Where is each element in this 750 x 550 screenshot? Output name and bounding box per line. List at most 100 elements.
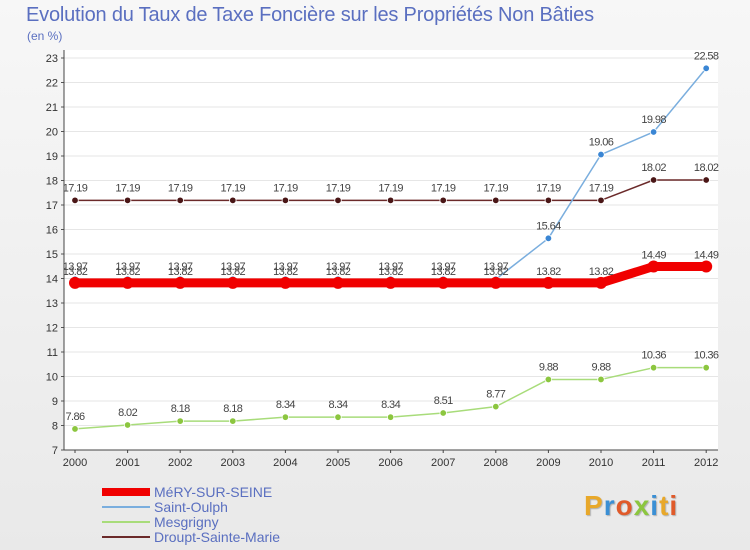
- y-tick-label: 20: [46, 127, 58, 139]
- x-tick-label: 2009: [536, 457, 560, 469]
- data-label: 18.02: [641, 162, 666, 174]
- y-tick-label: 19: [46, 151, 58, 163]
- y-tick-label: 21: [46, 102, 58, 114]
- data-point: [649, 363, 658, 372]
- data-point: [226, 276, 239, 289]
- data-label: 17.19: [326, 182, 351, 194]
- data-label: 8.18: [223, 403, 242, 415]
- data-label: 17.19: [431, 182, 456, 194]
- data-point: [176, 196, 184, 205]
- data-label: 7.86: [65, 411, 84, 423]
- data-label: 13.82: [536, 266, 561, 278]
- proxiti-logo: Proxiti: [584, 490, 679, 521]
- data-point: [544, 196, 553, 205]
- data-point: [121, 276, 134, 289]
- data-point: [174, 276, 187, 289]
- data-label: 13.82: [168, 266, 193, 278]
- data-point: [437, 276, 450, 289]
- y-tick-label: 22: [46, 78, 58, 90]
- data-label: 13.97: [378, 261, 403, 273]
- data-point: [334, 413, 342, 421]
- data-point: [544, 234, 553, 243]
- data-point: [492, 196, 500, 205]
- legend-label: Saint-Oulph: [154, 499, 228, 515]
- data-point: [123, 196, 132, 205]
- legend-label: Droupt-Sainte-Marie: [154, 529, 280, 545]
- data-point: [384, 276, 397, 289]
- data-label: 13.82: [378, 266, 403, 278]
- data-point: [71, 196, 79, 205]
- data-label: 13.97: [326, 261, 351, 273]
- data-point: [489, 276, 502, 289]
- data-label: 17.19: [536, 182, 561, 194]
- data-label: 13.97: [115, 261, 140, 273]
- data-point: [439, 409, 447, 417]
- data-label: 17.19: [484, 182, 509, 194]
- data-label: 17.19: [589, 182, 614, 194]
- data-point: [281, 413, 290, 421]
- y-tick-label: 9: [52, 396, 58, 408]
- data-label: 15.64: [536, 220, 561, 232]
- y-tick-label: 16: [46, 225, 58, 237]
- data-label: 18.02: [694, 162, 719, 174]
- y-tick-label: 23: [46, 53, 58, 65]
- data-point: [279, 276, 292, 289]
- data-label: 17.19: [273, 182, 298, 194]
- y-tick-label: 18: [46, 176, 58, 188]
- x-tick-label: 2011: [642, 457, 666, 469]
- data-label: 17.19: [378, 182, 403, 194]
- data-label: 10.36: [694, 350, 719, 362]
- data-label: 9.88: [591, 361, 610, 373]
- data-point: [229, 196, 237, 205]
- x-tick-label: 2000: [63, 457, 87, 469]
- data-point: [123, 421, 132, 429]
- data-point: [71, 425, 79, 433]
- data-point: [386, 196, 395, 205]
- data-label: 8.34: [276, 399, 295, 411]
- legend-label: Mesgrigny: [154, 514, 219, 530]
- data-label: 9.88: [539, 361, 558, 373]
- x-tick-label: 2007: [431, 457, 455, 469]
- data-label: 13.82: [589, 266, 614, 278]
- data-label: 13.97: [63, 261, 88, 273]
- data-point: [597, 150, 605, 159]
- data-point: [702, 64, 710, 72]
- data-point: [702, 176, 710, 184]
- data-label: 13.82: [326, 266, 351, 278]
- y-tick-label: 14: [46, 274, 58, 286]
- data-label: 8.34: [381, 399, 400, 411]
- data-label: 14.49: [641, 249, 666, 261]
- data-point: [647, 260, 660, 273]
- data-label: 13.82: [221, 266, 246, 278]
- data-label: 19.98: [641, 114, 666, 126]
- chart-title: Evolution du Taux de Taxe Foncière sur l…: [26, 4, 594, 26]
- data-label: 22.58: [694, 50, 719, 62]
- x-tick-label: 2008: [484, 457, 508, 469]
- y-tick-label: 7: [52, 445, 58, 457]
- x-tick-label: 2004: [273, 457, 297, 469]
- data-label: 17.19: [221, 182, 246, 194]
- data-label: 13.97: [221, 261, 246, 273]
- y-tick-label: 11: [47, 347, 58, 359]
- data-point: [492, 402, 500, 411]
- data-point: [281, 196, 290, 205]
- data-point: [597, 196, 605, 205]
- data-label: 14.49: [694, 249, 719, 261]
- data-point: [649, 128, 658, 136]
- data-label: 13.82: [115, 266, 140, 278]
- data-label: 13.97: [273, 261, 298, 273]
- data-point: [595, 276, 607, 289]
- data-point: [69, 276, 81, 289]
- x-tick-label: 2005: [326, 457, 350, 469]
- y-tick-label: 15: [46, 249, 58, 261]
- y-tick-label: 13: [46, 298, 58, 310]
- data-label: 10.36: [641, 350, 666, 362]
- data-label: 17.19: [168, 182, 193, 194]
- y-tick-label: 17: [46, 200, 58, 212]
- data-label: 8.02: [118, 407, 137, 419]
- y-tick-label: 12: [46, 323, 58, 335]
- data-label: 8.18: [171, 403, 190, 415]
- data-point: [597, 375, 605, 384]
